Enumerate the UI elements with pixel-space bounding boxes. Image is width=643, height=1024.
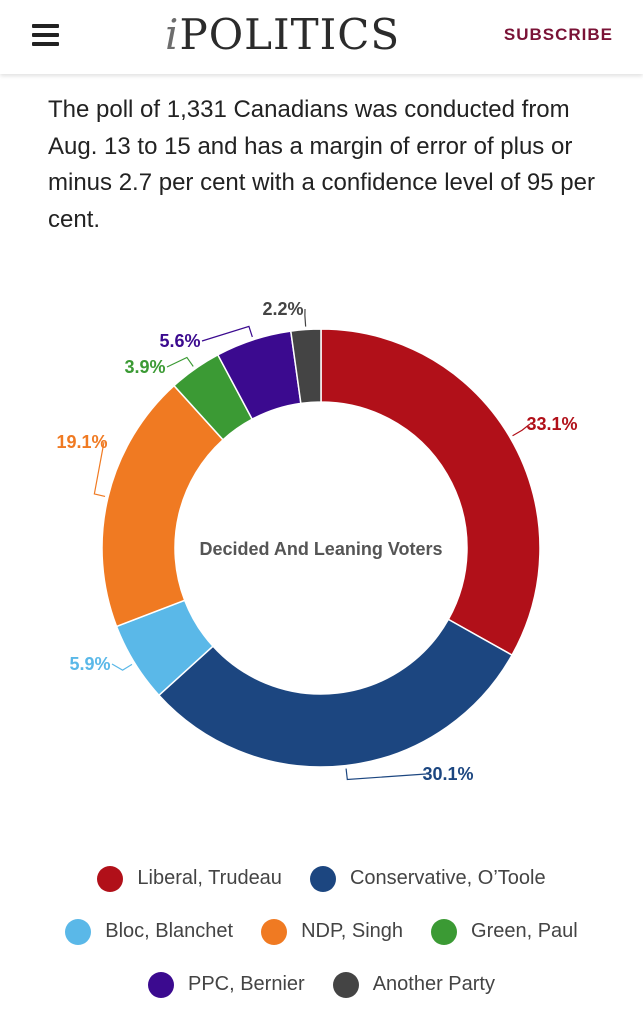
- data-label-liberal-trudeau: 33.1%: [526, 414, 577, 434]
- legend-label: Conservative, O’Toole: [349, 867, 546, 889]
- legend-label: Another Party: [372, 973, 495, 995]
- legend-dot-icon: [97, 865, 124, 892]
- data-label-ppc-bernier: 5.6%: [159, 331, 200, 351]
- legend-row: Liberal, Trudeau Conservative, O’Toole: [0, 852, 643, 905]
- donut-chart: 33.1% 30.1% 5.9% 19.1% 3.9% 5.6% 2.2% Decided A…: [56, 299, 577, 784]
- legend-item-bloc-blanchet[interactable]: Bloc, Blanchet: [65, 918, 234, 945]
- legend-dot-icon: [309, 865, 336, 892]
- legend-item-conservative-o-toole[interactable]: Conservative, O’Toole: [309, 865, 546, 892]
- leader-line-bloc-blanchet: [111, 663, 133, 671]
- site-logo[interactable]: iPOLITICS: [165, 10, 400, 59]
- legend-item-liberal-trudeau[interactable]: Liberal, Trudeau: [97, 865, 282, 892]
- hamburger-menu-icon[interactable]: [32, 24, 59, 46]
- data-label-bloc-blanchet: 5.9%: [69, 654, 110, 674]
- data-label-ndp-singh: 19.1%: [56, 432, 107, 452]
- legend-dot-icon: [431, 918, 458, 945]
- logo-i: i: [165, 10, 180, 59]
- leader-line-conservative-o-toole: [345, 768, 427, 781]
- data-label-green-paul: 3.9%: [124, 357, 165, 377]
- leader-line-another-party: [304, 308, 307, 327]
- data-label-another-party: 2.2%: [262, 299, 303, 319]
- legend-dot-icon: [332, 971, 359, 998]
- legend-item-another-party[interactable]: Another Party: [332, 971, 495, 998]
- legend-dot-icon: [147, 971, 174, 998]
- logo-text: POLITICS: [179, 10, 401, 59]
- leader-line-green-paul: [166, 356, 194, 368]
- legend-dot-icon: [261, 918, 288, 945]
- slice-liberal-trudeau[interactable]: [320, 328, 541, 657]
- legend-label: Bloc, Blanchet: [105, 920, 234, 942]
- center-label: Decided And Leaning Voters: [199, 539, 442, 559]
- chart-legend: Liberal, Trudeau Conservative, O’Toole Blo…: [0, 852, 643, 1011]
- legend-row: Bloc, Blanchet NDP, Singh Green, Paul: [0, 905, 643, 958]
- legend-label: NDP, Singh: [301, 920, 404, 942]
- legend-dot-icon: [65, 918, 92, 945]
- legend-label: Liberal, Trudeau: [137, 867, 282, 889]
- slice-ndp-singh[interactable]: [101, 384, 225, 628]
- leader-line-ppc-bernier: [201, 325, 253, 342]
- legend-row: PPC, Bernier Another Party: [0, 958, 643, 1011]
- legend-label: Green, Paul: [471, 920, 578, 942]
- legend-item-ppc-bernier[interactable]: PPC, Bernier: [147, 971, 305, 998]
- legend-item-green-paul[interactable]: Green, Paul: [431, 918, 578, 945]
- slice-conservative-o-toole[interactable]: [157, 618, 514, 768]
- data-label-conservative-o-toole: 30.1%: [422, 764, 473, 784]
- slice-another-party[interactable]: [289, 328, 322, 405]
- legend-item-ndp-singh[interactable]: NDP, Singh: [261, 918, 404, 945]
- legend-label: PPC, Bernier: [187, 973, 305, 995]
- site-header: iPOLITICS SUBSCRIBE: [0, 0, 643, 74]
- leader-line-liberal-trudeau: [512, 423, 531, 437]
- leader-line-ndp-singh: [93, 441, 106, 498]
- subscribe-link[interactable]: SUBSCRIBE: [503, 25, 613, 44]
- article-paragraph: The poll of 1,331 Canadians was conducte…: [48, 96, 595, 233]
